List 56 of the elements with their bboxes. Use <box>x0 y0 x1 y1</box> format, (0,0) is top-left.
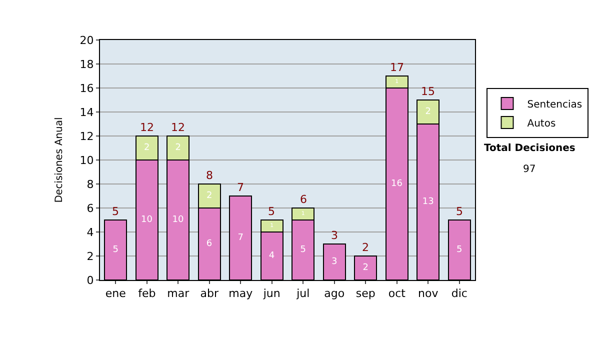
y-tick-label: 12 <box>80 130 94 143</box>
total-label: 2 <box>362 241 369 254</box>
data-label: 16 <box>391 179 403 189</box>
y-tick-label: 18 <box>80 58 94 71</box>
total-label: 7 <box>237 181 244 194</box>
data-label: 6 <box>206 239 212 249</box>
total-label: 6 <box>300 193 307 206</box>
data-label: 3 <box>332 257 338 267</box>
legend-label: Autos <box>527 118 556 130</box>
total-label: 17 <box>390 61 404 74</box>
data-label: 10 <box>172 215 184 225</box>
data-label: 5 <box>112 245 118 255</box>
legend-label: Sentencias <box>527 99 582 110</box>
data-label: 7 <box>238 233 244 243</box>
total-label: 5 <box>112 205 119 218</box>
y-tick-label: 10 <box>80 154 94 167</box>
x-tick-label: ene <box>105 287 126 300</box>
y-tick-label: 16 <box>80 82 94 95</box>
total-label: 15 <box>421 85 435 98</box>
total-label: 5 <box>456 205 463 218</box>
data-label: 2 <box>362 263 368 273</box>
x-tick-label: abr <box>200 287 219 300</box>
x-tick-label: dic <box>451 287 468 300</box>
data-label: 5 <box>300 245 306 255</box>
total-label: 12 <box>171 121 185 134</box>
data-label: 2 <box>425 107 431 117</box>
x-tick-label: nov <box>418 287 439 300</box>
data-label: 2 <box>175 143 181 153</box>
y-tick-label: 14 <box>80 106 94 119</box>
total-label: 8 <box>206 169 213 182</box>
data-label: 4 <box>268 251 275 261</box>
y-tick-label: 0 <box>86 274 94 287</box>
data-label: 5 <box>456 245 462 255</box>
data-label: 2 <box>144 143 150 153</box>
x-tick-label: ago <box>324 287 345 300</box>
total-label: 3 <box>331 229 338 242</box>
x-tick-label: jul <box>296 287 310 300</box>
y-axis-title: Decisiones Anual <box>54 117 65 203</box>
x-tick-label: oct <box>388 287 406 300</box>
x-tick-label: mar <box>167 287 190 300</box>
y-tick-label: 20 <box>80 34 94 47</box>
total-label: 5 <box>268 205 275 218</box>
y-tick-label: 4 <box>86 226 94 239</box>
data-label: 2 <box>206 191 212 201</box>
y-tick-label: 6 <box>86 202 94 215</box>
x-tick-label: feb <box>138 287 156 300</box>
total-label: 12 <box>140 121 154 134</box>
text: 97 <box>523 164 536 175</box>
y-tick-label: 8 <box>86 178 94 191</box>
data-label: 10 <box>141 215 153 225</box>
x-tick-label: jun <box>262 287 280 300</box>
x-tick-label: sep <box>356 287 376 300</box>
text: Total Decisiones <box>484 143 576 154</box>
y-tick-label: 2 <box>86 250 94 263</box>
x-tick-label: may <box>228 287 254 300</box>
data-label: 13 <box>422 197 434 207</box>
